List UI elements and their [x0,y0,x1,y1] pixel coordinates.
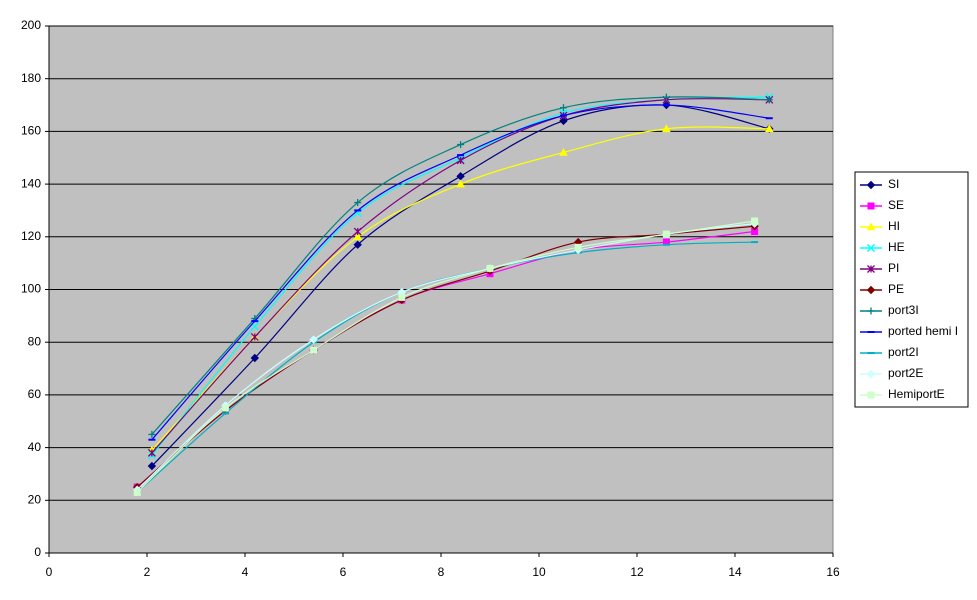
marker [353,227,362,236]
marker [866,222,876,231]
marker [574,243,582,251]
y-tick-label: 100 [21,282,41,296]
y-tick-label: 60 [28,387,42,401]
x-tick-label: 2 [144,565,151,579]
marker [221,404,229,412]
marker [398,293,406,301]
x-tick-label: 14 [728,565,742,579]
x-tick-label: 10 [532,565,546,579]
marker [133,488,141,496]
marker [147,448,156,457]
marker [867,265,875,273]
y-tick-label: 160 [21,124,41,138]
legend-label: SI [888,177,899,191]
marker [866,243,876,253]
series-line [136,225,755,488]
marker [867,202,875,210]
legend-label: HemiportE [888,387,945,401]
marker [457,141,465,149]
legend-label: port3I [888,303,919,317]
x-tick-label: 0 [46,565,53,579]
y-tick-label: 40 [28,440,42,454]
marker [662,124,671,133]
y-tick-label: 120 [21,229,41,243]
marker [353,232,363,241]
marker [764,124,774,133]
marker [560,104,567,112]
y-tick-label: 200 [21,18,41,32]
marker [867,307,875,315]
legend-label: HI [888,219,900,233]
legend-label: port2E [888,366,923,380]
x-tick-label: 16 [826,565,840,579]
marker [250,332,259,341]
y-tick-label: 140 [21,176,41,190]
marker [559,116,568,126]
marker [486,264,494,272]
marker [765,96,773,104]
x-tick-label: 8 [438,565,445,579]
legend-label: PE [888,282,904,296]
y-tick-label: 20 [28,492,42,506]
y-tick-label: 180 [21,71,41,85]
marker [866,180,876,190]
legend-label: SE [888,198,904,212]
marker [147,461,157,471]
marker [559,147,568,156]
x-tick-label: 12 [630,565,644,579]
x-tick-label: 6 [340,565,347,579]
marker [866,369,876,379]
marker [751,217,759,225]
legend-label: port2I [888,345,919,359]
marker [456,156,465,165]
marker [148,430,156,438]
marker [250,353,260,363]
marker [662,230,670,238]
legend-label: PI [888,261,899,275]
y-tick-label: 0 [34,545,41,559]
marker [662,93,670,101]
marker [353,240,362,249]
marker [867,391,875,399]
marker [354,199,362,207]
legend-label: HE [888,240,905,254]
legend-label: ported hemi I [888,324,958,338]
marker [866,285,876,295]
x-tick-label: 4 [242,565,249,579]
y-tick-label: 80 [28,334,42,348]
marker [309,335,318,344]
marker [456,179,465,188]
marker [310,346,318,354]
